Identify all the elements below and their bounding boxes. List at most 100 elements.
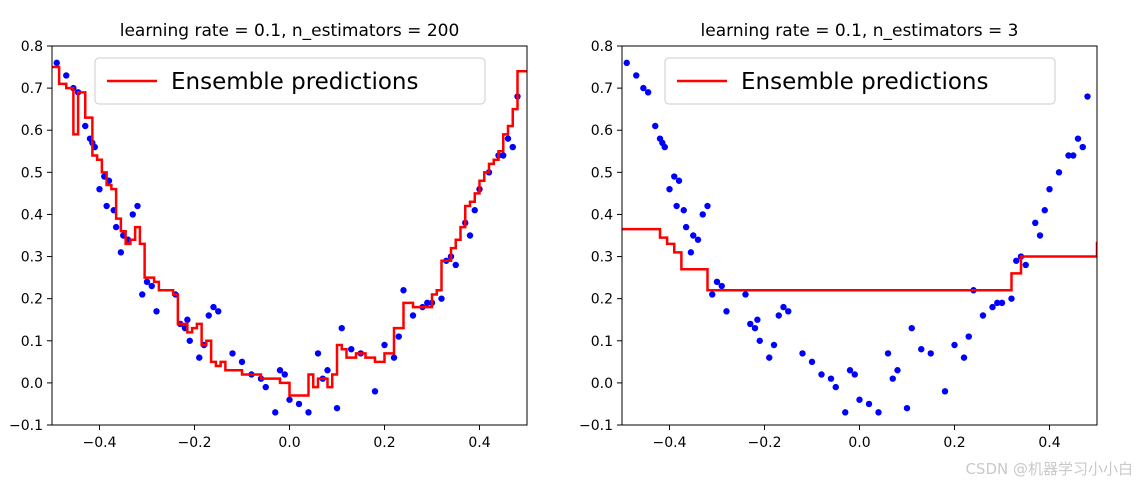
- data-point: [112, 223, 120, 231]
- legend-box: [94, 57, 486, 105]
- data-point: [747, 320, 754, 328]
- data-point: [395, 333, 402, 340]
- data-point: [666, 185, 673, 193]
- data-point: [504, 135, 512, 142]
- data-point: [381, 341, 388, 349]
- data-point: [324, 367, 331, 374]
- csdn-watermark: CSDN @机器学习小小白: [965, 460, 1133, 478]
- data-point: [466, 232, 474, 239]
- data-points: [623, 59, 1091, 416]
- data-point: [348, 346, 355, 353]
- data-point: [751, 324, 759, 332]
- y-tick-label: 0.7: [591, 81, 613, 97]
- data-point: [682, 223, 690, 231]
- data-point: [1074, 135, 1082, 142]
- data-point: [927, 350, 934, 357]
- data-point: [951, 341, 958, 349]
- y-tick-label: 0.1: [591, 334, 613, 350]
- data-point: [215, 308, 222, 315]
- data-point: [262, 383, 269, 391]
- data-point: [846, 367, 854, 374]
- data-point: [687, 249, 695, 256]
- data-point: [889, 375, 896, 382]
- data-point: [53, 59, 60, 67]
- data-point: [775, 312, 782, 319]
- x-tick-label: −0.4: [653, 435, 687, 451]
- y-tick-label: 0.4: [591, 207, 613, 223]
- data-point: [673, 202, 680, 210]
- data-point: [148, 282, 155, 290]
- data-point: [675, 177, 683, 184]
- data-point: [699, 211, 706, 218]
- legend-label: Ensemble predictions: [741, 69, 988, 95]
- data-point: [818, 371, 825, 378]
- data-point: [851, 371, 858, 378]
- data-point: [205, 312, 212, 319]
- data-point: [229, 350, 236, 357]
- data-point: [1036, 232, 1044, 239]
- data-point: [780, 303, 787, 311]
- legend: Ensemble predictions: [94, 57, 486, 105]
- data-point: [842, 409, 849, 416]
- data-point: [808, 358, 816, 366]
- data-point: [1084, 93, 1091, 100]
- y-tick-label: −0.1: [9, 418, 43, 434]
- data-point: [1065, 152, 1072, 159]
- legend-box: [664, 57, 1056, 105]
- data-point: [390, 354, 398, 361]
- x-tick-label: 0.4: [468, 435, 490, 451]
- y-tick-label: 0.4: [21, 207, 43, 223]
- data-point: [286, 396, 293, 403]
- data-point: [723, 308, 730, 315]
- series-line: [52, 65, 527, 397]
- data-point: [875, 409, 882, 416]
- data-points: [53, 59, 521, 416]
- data-point: [314, 350, 322, 357]
- data-point: [129, 211, 136, 218]
- data-point: [918, 346, 925, 353]
- data-point: [96, 185, 103, 193]
- data-point: [1008, 295, 1015, 302]
- y-tick-label: 0.6: [21, 123, 43, 139]
- data-point: [63, 72, 70, 79]
- y-tick-label: 0.0: [591, 376, 613, 392]
- y-tick-label: 0.5: [591, 165, 613, 181]
- data-point: [143, 278, 151, 286]
- data-point: [770, 341, 778, 349]
- data-point: [139, 291, 146, 298]
- chart-panel-left: learning rate = 0.1, n_estimators = 200 −…: [9, 21, 528, 451]
- data-point: [960, 354, 968, 361]
- legend-label: Ensemble predictions: [171, 69, 418, 95]
- data-point: [709, 291, 716, 298]
- data-point: [438, 295, 445, 302]
- data-point: [103, 202, 110, 210]
- data-point: [640, 84, 647, 92]
- data-point: [965, 333, 972, 340]
- y-tick-label: 0.6: [591, 123, 613, 139]
- data-point: [1041, 207, 1048, 214]
- x-tick-label: 0.0: [848, 435, 870, 451]
- data-point: [1079, 143, 1086, 151]
- data-point: [652, 122, 659, 130]
- data-point: [832, 383, 839, 391]
- data-point: [661, 143, 668, 151]
- data-point: [766, 354, 773, 361]
- data-point: [452, 261, 459, 269]
- data-point: [671, 173, 678, 180]
- data-point: [718, 282, 725, 290]
- chart-panel-right: learning rate = 0.1, n_estimators = 3 −0.…: [579, 21, 1098, 451]
- data-point: [799, 350, 806, 357]
- y-tick-label: −0.1: [579, 418, 613, 434]
- data-point: [409, 312, 417, 319]
- data-point: [117, 249, 125, 256]
- x-tick-label: −0.2: [178, 435, 212, 451]
- data-point: [1070, 152, 1077, 159]
- x-tick-label: −0.2: [748, 435, 782, 451]
- data-point: [756, 337, 763, 344]
- y-tick-label: 0.1: [21, 334, 43, 350]
- data-point: [471, 207, 478, 214]
- data-point: [281, 371, 288, 378]
- x-tick-label: 0.4: [1038, 435, 1060, 451]
- y-tick-label: 0.0: [21, 376, 43, 392]
- series-line: [622, 227, 1097, 292]
